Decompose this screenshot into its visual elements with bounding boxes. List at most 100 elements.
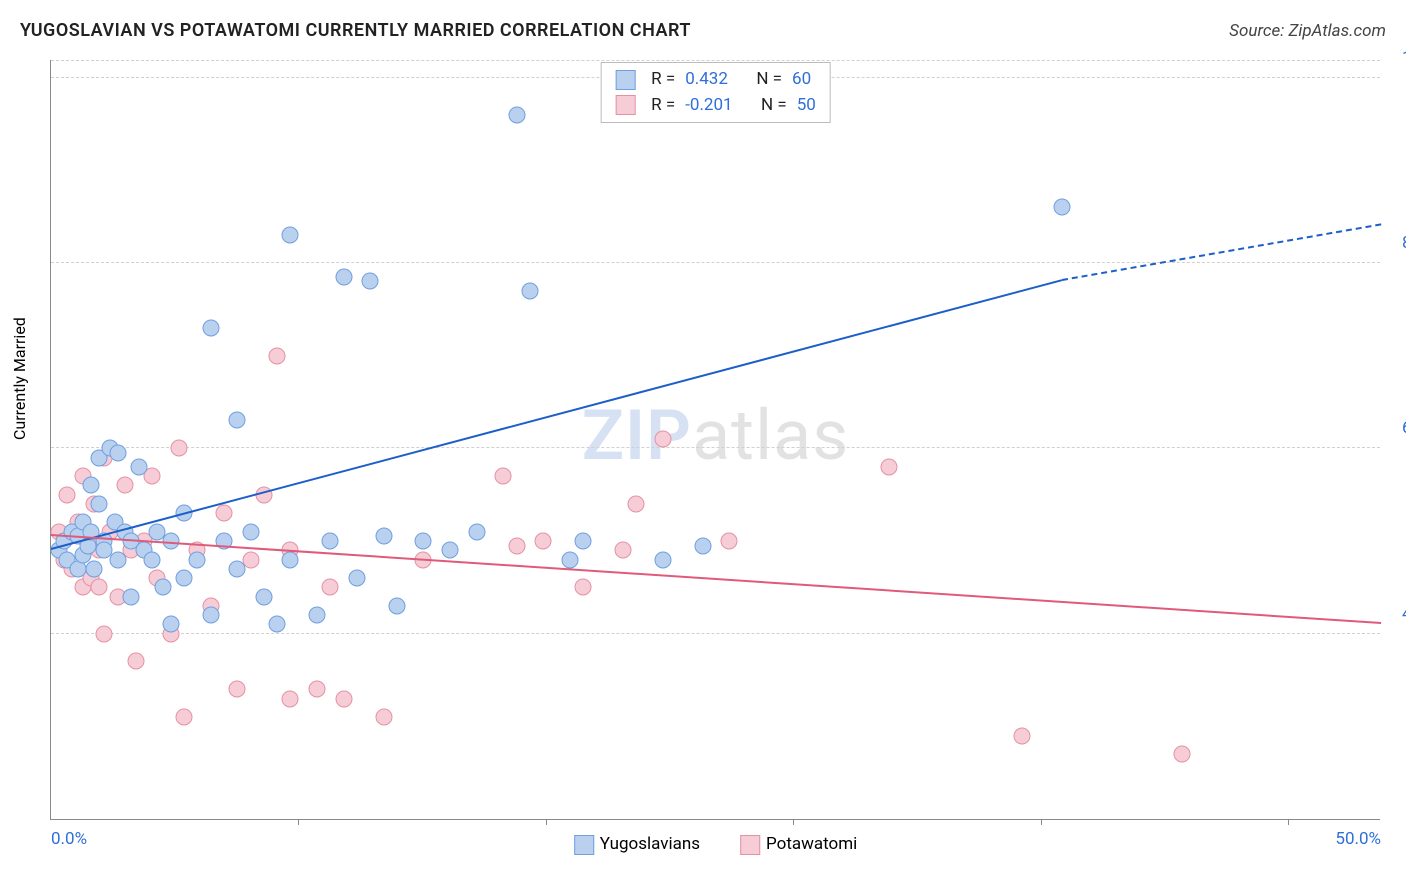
y-tick-label: 40.0%	[1390, 604, 1406, 624]
series-legend: Yugoslavians Potawatomi	[574, 834, 858, 855]
data-point	[575, 532, 592, 549]
x-tick-mark	[1288, 819, 1289, 825]
data-point	[128, 653, 145, 670]
watermark: ZIPatlas	[582, 394, 850, 476]
data-point	[242, 523, 259, 540]
data-point	[508, 537, 525, 554]
data-point	[521, 282, 538, 299]
trend-line	[51, 534, 1381, 624]
r-label: R =	[651, 93, 675, 119]
legend-swatch	[740, 835, 760, 855]
n-label: N =	[761, 93, 787, 119]
data-point	[144, 551, 161, 568]
n-value: 50	[797, 93, 816, 119]
data-point	[535, 532, 552, 549]
legend-stat-row: R = 0.432 N = 60	[615, 67, 816, 93]
y-tick-label: 100.0%	[1390, 48, 1406, 68]
data-point	[375, 528, 392, 545]
data-point	[96, 625, 113, 642]
x-tick-mark	[793, 819, 794, 825]
x-tick-mark	[546, 819, 547, 825]
data-point	[694, 537, 711, 554]
y-tick-label: 60.0%	[1390, 418, 1406, 438]
data-point	[82, 477, 99, 494]
data-point	[282, 227, 299, 244]
data-point	[654, 551, 671, 568]
data-point	[335, 690, 352, 707]
data-point	[229, 412, 246, 429]
data-point	[202, 607, 219, 624]
trend-line	[51, 279, 1062, 550]
gridline	[51, 262, 1380, 263]
data-point	[468, 523, 485, 540]
data-point	[215, 505, 232, 522]
source-label: Source: ZipAtlas.com	[1229, 21, 1386, 41]
data-point	[229, 560, 246, 577]
legend-stat-row: R = -0.201 N = 50	[615, 93, 816, 119]
data-point	[130, 458, 147, 475]
data-point	[335, 268, 352, 285]
data-point	[154, 579, 171, 596]
x-tick-mark	[1041, 819, 1042, 825]
data-point	[654, 431, 671, 448]
data-point	[495, 468, 512, 485]
header-row: YUGOSLAVIAN VS POTAWATOMI CURRENTLY MARR…	[20, 20, 1386, 41]
y-axis-label: Currently Married	[10, 317, 29, 440]
legend-label: Potawatomi	[766, 834, 857, 854]
data-point	[375, 709, 392, 726]
y-tick-label: 80.0%	[1390, 233, 1406, 253]
data-point	[176, 709, 193, 726]
legend-swatch	[615, 95, 635, 115]
data-point	[176, 570, 193, 587]
data-point	[1173, 746, 1190, 763]
data-point	[269, 347, 286, 364]
r-value: 0.432	[685, 67, 728, 93]
data-point	[628, 495, 645, 512]
watermark-atlas: atlas	[692, 394, 849, 476]
data-point	[1013, 727, 1030, 744]
watermark-zip: ZIP	[582, 394, 692, 476]
data-point	[362, 273, 379, 290]
data-point	[202, 319, 219, 336]
data-point	[309, 681, 326, 698]
trend-line	[1062, 224, 1382, 282]
data-point	[189, 551, 206, 568]
data-point	[415, 532, 432, 549]
data-point	[322, 579, 339, 596]
legend-item: Yugoslavians	[574, 834, 700, 855]
data-point	[90, 579, 107, 596]
data-point	[322, 532, 339, 549]
data-point	[442, 542, 459, 559]
data-point	[508, 106, 525, 123]
data-point	[282, 690, 299, 707]
data-point	[90, 495, 107, 512]
data-point	[255, 588, 272, 605]
gridline	[51, 60, 1380, 61]
data-point	[117, 477, 134, 494]
data-point	[282, 551, 299, 568]
scatter-plot: ZIPatlas R = 0.432 N = 60R = -0.201 N = …	[50, 60, 1380, 820]
data-point	[880, 458, 897, 475]
legend-label: Yugoslavians	[600, 834, 700, 854]
data-point	[614, 542, 631, 559]
data-point	[561, 551, 578, 568]
data-point	[162, 616, 179, 633]
data-point	[122, 588, 139, 605]
data-point	[58, 486, 75, 503]
data-point	[109, 551, 126, 568]
n-value: 60	[792, 67, 811, 93]
chart-title: YUGOSLAVIAN VS POTAWATOMI CURRENTLY MARR…	[20, 20, 691, 41]
data-point	[388, 597, 405, 614]
gridline	[51, 633, 1380, 634]
data-point	[721, 532, 738, 549]
gridline	[51, 447, 1380, 448]
legend-item: Potawatomi	[740, 834, 857, 855]
data-point	[309, 607, 326, 624]
legend-swatch	[615, 70, 635, 90]
x-tick-mark	[298, 819, 299, 825]
n-label: N =	[756, 67, 782, 93]
data-point	[575, 579, 592, 596]
legend-swatch	[574, 835, 594, 855]
data-point	[170, 440, 187, 457]
correlation-legend: R = 0.432 N = 60R = -0.201 N = 50	[600, 62, 831, 123]
